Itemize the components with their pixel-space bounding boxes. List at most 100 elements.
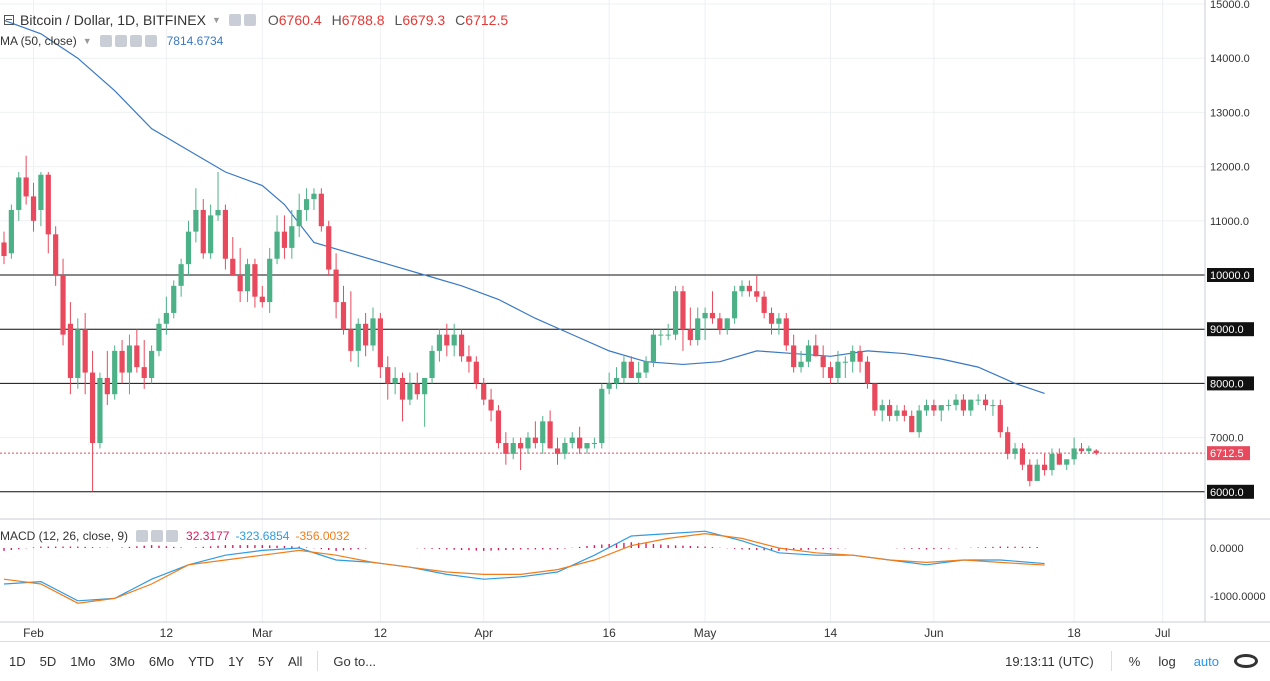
log-toggle[interactable]: log (1158, 653, 1176, 669)
candle-body (687, 329, 693, 341)
candle-body (185, 231, 192, 265)
range-all[interactable]: All (287, 653, 303, 669)
eye-icon[interactable] (228, 14, 241, 26)
range-5y[interactable]: 5Y (258, 653, 274, 669)
candle-body (857, 350, 863, 362)
candle-body (311, 193, 317, 200)
price-tick-label: 10000.0 (1210, 270, 1250, 282)
candle-body (894, 410, 900, 416)
candle-body (613, 377, 620, 384)
candle-body (879, 405, 885, 411)
price-tick-label: 14000.0 (1210, 53, 1250, 65)
range-5d[interactable]: 5D (39, 653, 57, 669)
price-tick-label: 6000.0 (1210, 487, 1244, 499)
range-ytd[interactable]: YTD (188, 653, 215, 669)
ma-label[interactable]: MA (50, close) (0, 34, 77, 48)
eye-icon[interactable] (136, 530, 149, 542)
candle-body (783, 318, 789, 346)
candle-body (709, 312, 716, 319)
candle-body (975, 399, 981, 401)
gear-icon[interactable] (1234, 654, 1258, 668)
eye-icon[interactable] (99, 35, 112, 47)
candle-body (621, 361, 627, 378)
macd-tick-label: -1000.0000 (1210, 591, 1266, 603)
candle-body (473, 361, 479, 384)
chevron-down-icon[interactable]: ▼ (211, 15, 221, 25)
candle-body (724, 318, 730, 330)
candle-body (1064, 459, 1070, 465)
candle-body (377, 318, 383, 368)
candle-body (237, 274, 243, 292)
open-label: O (267, 12, 279, 28)
candle-body (38, 174, 44, 210)
candle-body (923, 405, 930, 411)
candle-body (1, 242, 7, 257)
candle-body (193, 209, 199, 232)
candle-body (554, 448, 561, 454)
candle-body (104, 377, 110, 395)
candle-body (1041, 464, 1048, 471)
ma-value: 7814.6734 (166, 34, 224, 48)
candle-body (931, 405, 937, 411)
close-icon[interactable] (144, 35, 157, 47)
candle-body (569, 437, 575, 444)
time-tick-label: 14 (824, 626, 838, 640)
candle-body (1086, 448, 1092, 452)
range-1d[interactable]: 1D (9, 653, 26, 669)
candle-body (451, 334, 457, 346)
range-3mo[interactable]: 3Mo (109, 653, 135, 669)
macd-layer (0, 518, 1270, 604)
candle-body (53, 234, 59, 275)
candle-body (1005, 432, 1011, 454)
candle-body (267, 258, 273, 303)
utc-time[interactable]: 19:13:11 (UTC) (1005, 653, 1094, 669)
candle-body (835, 361, 841, 378)
candle-body (672, 291, 679, 335)
candle-body (842, 361, 848, 363)
candle-body (887, 405, 893, 416)
candle-body (872, 383, 878, 411)
goto-button[interactable]: Go to... (333, 653, 377, 669)
candle-body (495, 410, 502, 444)
bottom-toolbar: 1D 5D 1Mo 3Mo 6Mo YTD 1Y 5Y All Go to...… (0, 641, 1270, 680)
collapse-icon[interactable] (4, 15, 14, 25)
symbol-title[interactable]: Bitcoin / Dollar, 1D, BITFINEX (20, 12, 206, 28)
price-tick-label: 12000.0 (1210, 162, 1250, 174)
candle-body (606, 383, 612, 389)
candle-body (326, 226, 332, 270)
candle-body (680, 291, 686, 330)
settings-icon[interactable] (151, 530, 164, 542)
candle-body (385, 367, 391, 384)
settings-icon[interactable] (243, 14, 256, 26)
candle-body (754, 291, 760, 297)
range-1y[interactable]: 1Y (228, 653, 245, 669)
candle-body (982, 399, 989, 406)
candle-body (503, 443, 509, 454)
add-icon[interactable] (129, 35, 142, 47)
candle-body (259, 296, 265, 303)
range-1mo[interactable]: 1Mo (70, 653, 96, 669)
high-label: H (331, 12, 342, 28)
close-icon[interactable] (166, 530, 179, 542)
macd-label[interactable]: MACD (12, 26, close, 9) (0, 529, 129, 543)
candle-body (562, 443, 568, 454)
divider (317, 651, 319, 671)
close-label: C (455, 12, 466, 28)
auto-toggle[interactable]: auto (1193, 653, 1219, 669)
candle-body (134, 345, 140, 368)
candle-body (488, 399, 494, 411)
chevron-down-icon[interactable]: ▼ (82, 36, 92, 46)
candle-body (1012, 448, 1018, 454)
level-price-tag (1207, 484, 1254, 499)
candle-body (303, 199, 310, 210)
candle-body (481, 383, 487, 400)
percent-toggle[interactable]: % (1128, 653, 1141, 669)
time-tick-label: Jun (924, 626, 943, 640)
range-6mo[interactable]: 6Mo (148, 653, 175, 669)
candle-body (540, 421, 546, 444)
candle-body (156, 323, 162, 351)
ma-tools (99, 35, 157, 47)
settings-icon[interactable] (114, 35, 127, 47)
candle-body (296, 209, 302, 227)
